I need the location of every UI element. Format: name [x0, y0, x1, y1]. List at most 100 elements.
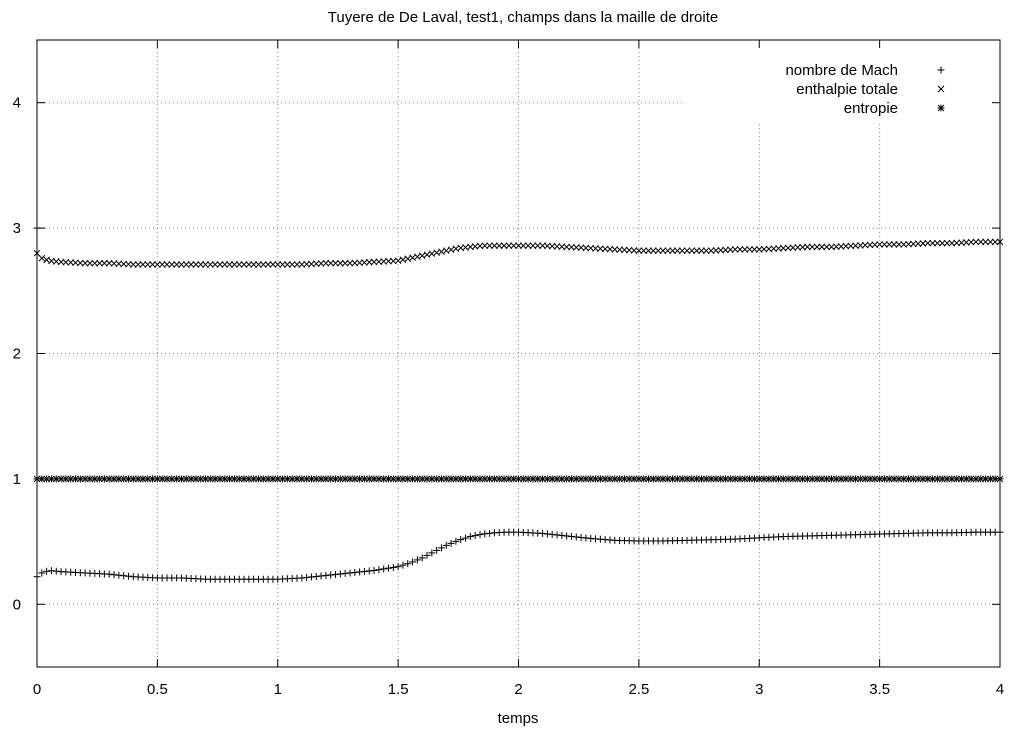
data-point [101, 259, 108, 267]
chart-title: Tuyere de De Laval, test1, champs dans l… [328, 9, 718, 26]
data-point [230, 475, 238, 483]
data-point [505, 242, 513, 249]
data-point [115, 571, 123, 579]
data-point [418, 554, 426, 562]
data-point [52, 567, 60, 575]
data-point [529, 242, 537, 249]
data-point [515, 242, 522, 249]
data-point [669, 475, 677, 483]
data-point [457, 536, 465, 544]
data-point [938, 475, 946, 483]
data-point [437, 475, 445, 483]
data-point [356, 475, 364, 483]
data-point [250, 475, 258, 483]
data-point [934, 239, 941, 247]
data-point [187, 261, 195, 268]
data-point [972, 238, 980, 246]
data-point [929, 239, 936, 247]
data-point [231, 261, 238, 268]
data-point [279, 475, 287, 483]
data-point [433, 475, 441, 483]
data-point [881, 241, 888, 248]
data-point [577, 533, 585, 541]
data-point [404, 475, 412, 483]
data-point [149, 261, 156, 268]
legend-marker [937, 66, 945, 74]
legend-marker [937, 85, 945, 93]
data-point [876, 241, 883, 248]
data-point [351, 475, 359, 483]
data-point [322, 571, 330, 579]
data-point [168, 261, 176, 268]
data-point [683, 247, 691, 255]
data-point [264, 261, 272, 268]
data-point [178, 261, 185, 268]
x-tick-label: 2.5 [628, 681, 649, 698]
data-point [307, 573, 315, 581]
data-point [481, 530, 489, 538]
data-point [255, 261, 262, 268]
data-point [707, 475, 715, 483]
data-point [519, 242, 527, 249]
data-point [823, 243, 830, 251]
plot-frame [36, 39, 1001, 668]
y-tick-label: 1 [13, 471, 21, 488]
data-point [365, 567, 373, 575]
data-point [558, 531, 566, 539]
data-point [375, 566, 383, 574]
data-point [211, 261, 219, 268]
data-point [837, 475, 845, 483]
data-point [804, 243, 811, 251]
data-point [799, 475, 807, 483]
data-point [327, 259, 335, 267]
grid-lines [37, 40, 1000, 667]
data-point [259, 475, 267, 483]
x-tick-label: 1 [274, 681, 282, 698]
data-point [572, 475, 580, 483]
data-point [207, 261, 214, 268]
data-point [991, 475, 999, 483]
data-point [337, 259, 344, 267]
data-point [240, 475, 248, 483]
data-point [693, 247, 700, 255]
data-point [86, 259, 94, 267]
data-point [375, 475, 383, 483]
data-point [394, 475, 402, 483]
data-point [250, 261, 258, 268]
data-point [515, 475, 522, 483]
data-point [216, 261, 224, 268]
x-tick-label: 0.5 [147, 681, 168, 698]
data-point [303, 475, 311, 483]
data-point [674, 247, 681, 255]
data-point [495, 242, 503, 249]
data-point [154, 261, 161, 268]
data-point [226, 261, 233, 268]
y-tick-label: 4 [13, 95, 21, 112]
data-point [433, 546, 441, 554]
data-point [466, 533, 474, 541]
data-point [62, 475, 70, 483]
data-point [510, 242, 518, 249]
data-point [293, 261, 301, 268]
data-point [110, 571, 118, 579]
data-point [356, 568, 364, 576]
data-point [404, 560, 412, 568]
data-point [929, 475, 937, 483]
data-point [664, 247, 672, 255]
data-point [360, 567, 368, 575]
data-point [149, 475, 157, 483]
data-point [91, 259, 99, 267]
data-point [380, 565, 388, 573]
data-point [683, 475, 691, 483]
data-point [332, 570, 340, 578]
data-point [885, 475, 893, 483]
data-point [298, 574, 306, 582]
data-point [120, 572, 128, 580]
data-point [895, 241, 903, 248]
data-point [235, 261, 243, 268]
x-tick-label: 3.5 [869, 681, 890, 698]
data-point [572, 533, 580, 541]
legend-label: enthalpie totale [796, 81, 898, 98]
data-point [202, 261, 209, 268]
